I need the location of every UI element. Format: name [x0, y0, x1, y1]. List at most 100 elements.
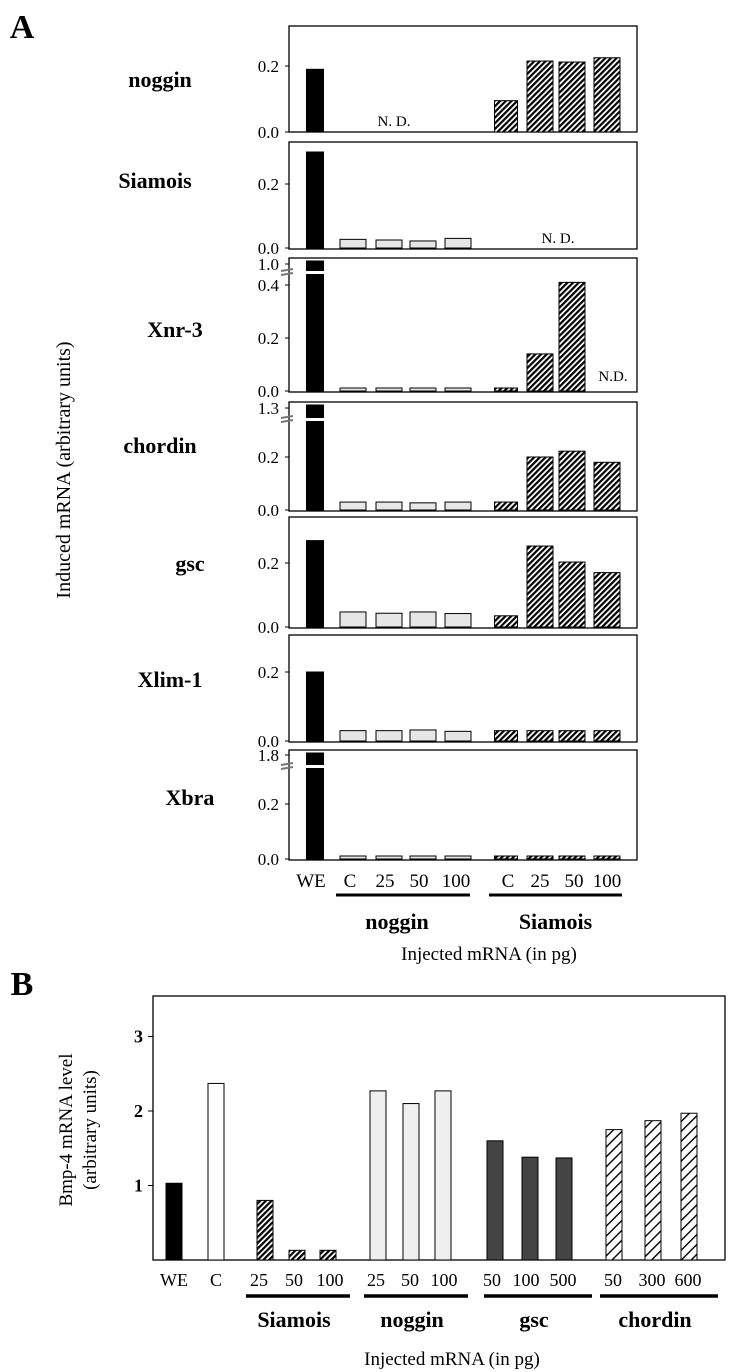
- bar-break-gap: [305, 271, 325, 274]
- bar: [402, 1103, 420, 1261]
- bar: [319, 1249, 337, 1261]
- bar: [375, 855, 403, 860]
- y-tick-label: 0.0: [258, 382, 279, 401]
- bar: [409, 240, 437, 249]
- x-tick-label: 50: [565, 871, 584, 892]
- gene-label: noggin: [128, 67, 192, 92]
- panel-frame-siamois: [288, 141, 638, 250]
- x-tick-label: 100: [513, 1270, 540, 1290]
- bar: [339, 501, 367, 511]
- bar: [555, 1157, 573, 1261]
- x-tick-label: C: [210, 1270, 222, 1290]
- x-tick-label: 50: [401, 1270, 419, 1290]
- bar: [375, 612, 403, 628]
- panel-label-a: A: [10, 9, 35, 46]
- bar: [339, 730, 367, 742]
- bar: [494, 855, 518, 860]
- bar: [444, 387, 472, 392]
- bar: [558, 281, 586, 392]
- gene-label: Xnr-3: [147, 317, 202, 342]
- x-tick-label: 100: [431, 1270, 458, 1290]
- group-label: gsc: [519, 1307, 549, 1332]
- bar: [494, 615, 518, 628]
- group-label: Siamois: [257, 1307, 331, 1332]
- bar: [593, 461, 621, 511]
- bar: [288, 1249, 306, 1261]
- y-tick-label: 1.8: [258, 746, 279, 765]
- x-axis-label: Injected mRNA (in pg): [401, 944, 577, 965]
- axis-break-mark: [280, 268, 294, 272]
- bar: [558, 730, 586, 742]
- bar-break-gap: [305, 765, 325, 768]
- bar: [306, 671, 324, 742]
- bar: [605, 1129, 623, 1261]
- group-label: Siamois: [519, 909, 593, 934]
- x-tick-label: 500: [550, 1270, 577, 1290]
- gene-label: Xbra: [166, 785, 215, 810]
- axis-break-mark: [280, 766, 294, 770]
- y-axis-label: Induced mRNA (arbitrary units): [53, 341, 75, 598]
- bar-break-gap: [305, 418, 325, 421]
- group-label: chordin: [618, 1307, 691, 1332]
- x-tick-label: WE: [296, 871, 326, 892]
- x-tick-label: 25: [531, 871, 550, 892]
- panel-frame-gsc: [288, 516, 638, 629]
- y-tick-label: 1.0: [258, 255, 279, 274]
- bar: [444, 613, 472, 628]
- x-tick-label: 25: [367, 1270, 385, 1290]
- bar: [558, 855, 586, 860]
- bar: [644, 1120, 662, 1261]
- axis-break-mark: [280, 419, 294, 423]
- bar: [558, 61, 586, 133]
- y-tick-label: 0.0: [258, 501, 279, 520]
- x-tick-label: 600: [675, 1270, 702, 1290]
- bar: [526, 353, 554, 392]
- bar: [369, 1090, 387, 1261]
- nd-annotation: N.D.: [598, 369, 627, 385]
- y-tick-label: 0.4: [258, 276, 280, 295]
- y-tick-label: 0.0: [258, 732, 279, 751]
- bar: [593, 572, 621, 628]
- panel-frame-xbra: [288, 749, 638, 861]
- y-tick-label: 0.2: [258, 448, 279, 467]
- bar: [434, 1090, 452, 1261]
- bar: [494, 387, 518, 392]
- y-axis-label-line1: Bmp-4 mRNA level: [56, 1053, 77, 1206]
- axis-break-mark: [280, 762, 294, 766]
- panel-label-b: B: [11, 966, 34, 1003]
- gene-label: Xlim-1: [138, 667, 203, 692]
- bar: [558, 450, 586, 511]
- x-tick-label: 50: [483, 1270, 501, 1290]
- x-tick-label: 100: [317, 1270, 344, 1290]
- y-tick-label: 0.2: [258, 663, 279, 682]
- x-tick-label: 50: [285, 1270, 303, 1290]
- nd-annotation: N. D.: [378, 114, 411, 130]
- bar: [526, 855, 554, 860]
- y-tick-label: 0.0: [258, 850, 279, 869]
- y-tick-label: 0.0: [258, 239, 279, 258]
- nd-annotation: N. D.: [542, 231, 575, 247]
- bar: [409, 611, 437, 628]
- x-tick-label: 50: [410, 871, 429, 892]
- y-tick-label: 2: [134, 1101, 143, 1121]
- bar: [593, 730, 621, 742]
- x-tick-label: C: [502, 871, 515, 892]
- gene-label: chordin: [123, 433, 196, 458]
- bar: [526, 60, 554, 133]
- bar: [409, 729, 437, 742]
- bar: [494, 730, 518, 742]
- y-tick-label: 0.2: [258, 329, 279, 348]
- bar: [375, 501, 403, 511]
- x-tick-label: 25: [250, 1270, 268, 1290]
- x-tick-label: 300: [639, 1270, 666, 1290]
- y-tick-label: 1: [134, 1176, 143, 1196]
- y-tick-label: 0.2: [258, 554, 279, 573]
- axis-break-mark: [280, 272, 294, 276]
- bar: [409, 855, 437, 860]
- x-tick-label: 50: [604, 1270, 622, 1290]
- bar: [526, 545, 554, 628]
- bar: [306, 68, 324, 133]
- bar: [494, 100, 518, 133]
- x-tick-label: C: [344, 871, 357, 892]
